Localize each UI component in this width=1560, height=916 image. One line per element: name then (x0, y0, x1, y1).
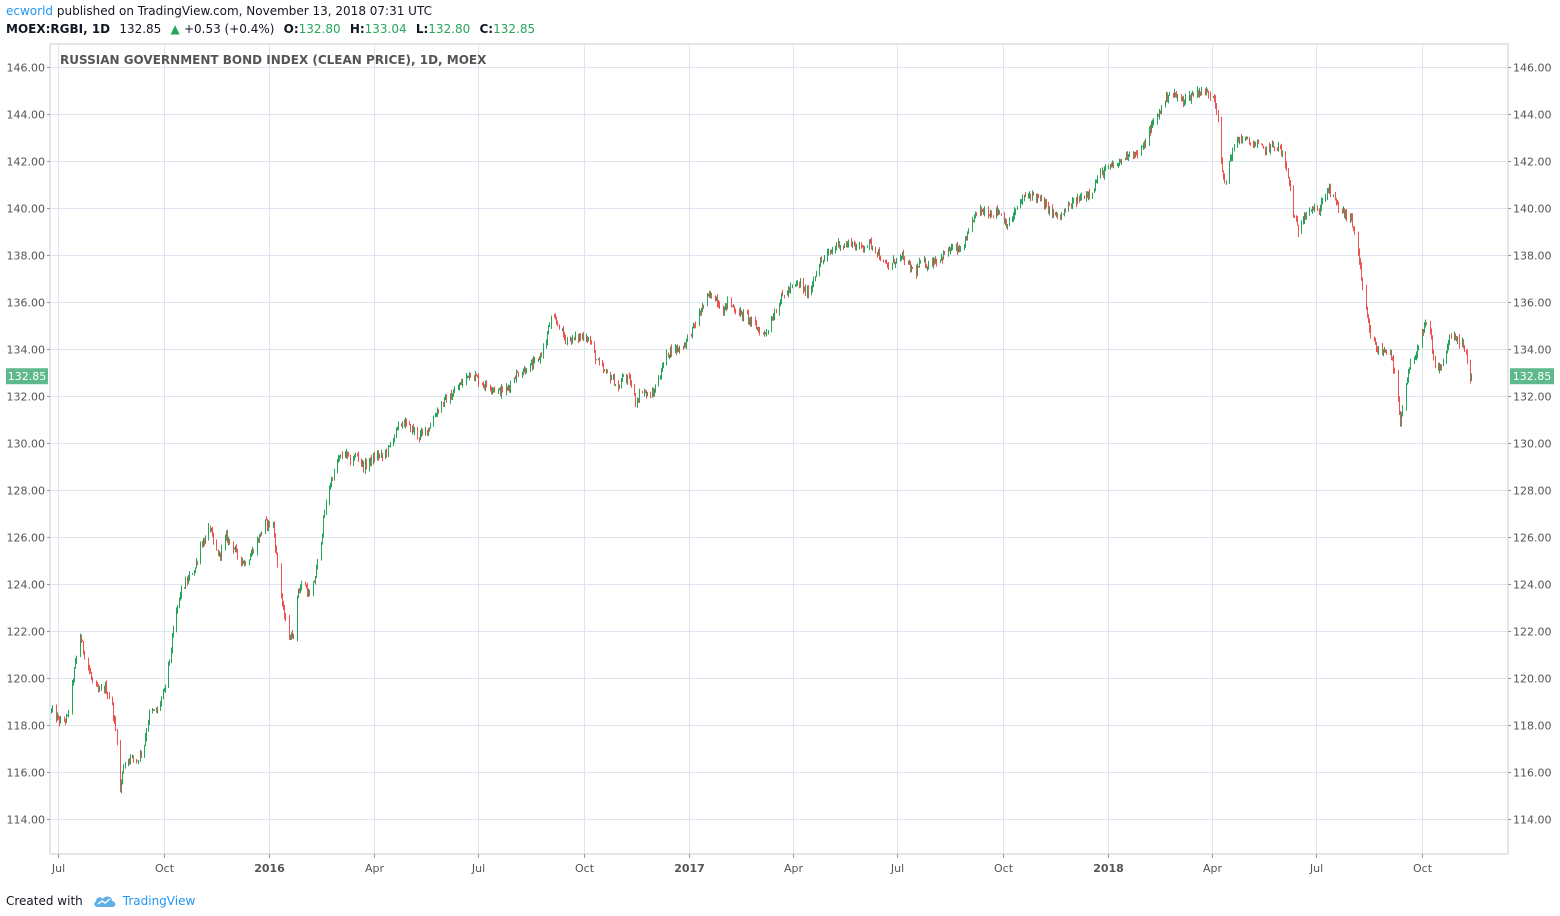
y-tick-label-left: 136.00 (7, 297, 46, 310)
x-tick-label: Oct (994, 862, 1014, 875)
y-tick-label-left: 120.00 (7, 673, 46, 686)
change-up-icon: ▲ (170, 22, 180, 36)
x-tick-label: Jul (51, 862, 65, 875)
y-tick-label-right: 132.00 (1513, 391, 1552, 404)
last-price-tag-left (6, 368, 48, 385)
y-tick-label-right: 138.00 (1513, 250, 1552, 263)
x-tick-label: Jul (1309, 862, 1323, 875)
chart-title: RUSSIAN GOVERNMENT BOND INDEX (CLEAN PRI… (60, 53, 487, 67)
y-tick-label-right: 144.00 (1513, 109, 1552, 122)
x-tick-label: 2018 (1093, 862, 1124, 875)
y-tick-label-right: 128.00 (1513, 485, 1552, 498)
price-chart[interactable]: 114.00 114.00 116.00 116.00 118.00 118.00 120.… (0, 40, 1560, 886)
plot-area (49, 43, 1509, 855)
last-price: 132.85 (119, 22, 162, 36)
quote-line: MOEX:RGBI, 1D 132.85 ▲ +0.53 (+0.4%) O:1… (6, 22, 535, 37)
y-tick-label-right: 116.00 (1513, 767, 1552, 780)
open-label: O: (283, 22, 299, 36)
price-change: +0.53 (+0.4%) (183, 22, 275, 36)
x-tick-label: Jul (471, 862, 485, 875)
y-tick-label-left: 128.00 (7, 485, 46, 498)
y-tick-label-left: 144.00 (7, 109, 46, 122)
y-tick-label-left: 114.00 (7, 814, 46, 827)
y-tick-label-right: 124.00 (1513, 579, 1552, 592)
published-text: published on TradingView.com, November 1… (56, 4, 432, 18)
x-tick-label: Jul (890, 862, 904, 875)
publish-info: ecworld published on TradingView.com, No… (6, 4, 432, 19)
y-tick-label-right: 142.00 (1513, 156, 1552, 169)
last-price-tag-right (1510, 368, 1554, 385)
y-tick-label-right: 114.00 (1513, 814, 1552, 827)
low-label: L: (415, 22, 429, 36)
last-price-label-left: 132.85 (8, 370, 47, 383)
x-tick-label: Apr (1203, 862, 1223, 875)
y-tick-label-right: 140.00 (1513, 203, 1552, 216)
x-tick-label: 2016 (254, 862, 285, 875)
close-value: 132.85 (493, 22, 536, 36)
x-tick-label: Oct (1413, 862, 1433, 875)
candles (51, 86, 1472, 794)
y-tick-label-left: 138.00 (7, 250, 46, 263)
y-tick-label-left: 130.00 (7, 438, 46, 451)
symbol-label: MOEX:RGBI, 1D (6, 22, 111, 36)
y-tick-label-left: 134.00 (7, 344, 46, 357)
y-tick-label-right: 122.00 (1513, 626, 1552, 639)
y-tick-label-right: 146.00 (1513, 62, 1552, 75)
y-tick-label-left: 116.00 (7, 767, 46, 780)
y-tick-label-right: 134.00 (1513, 344, 1552, 357)
y-tick-label-right: 120.00 (1513, 673, 1552, 686)
x-tick-label: Oct (575, 862, 595, 875)
tradingview-brand-link[interactable]: TradingView (122, 894, 196, 908)
last-price-label-right: 132.85 (1513, 370, 1552, 383)
y-tick-label-left: 126.00 (7, 532, 46, 545)
y-tick-label-right: 126.00 (1513, 532, 1552, 545)
footer: Created with TradingView (6, 894, 195, 908)
high-value: 133.04 (364, 22, 407, 36)
open-value: 132.80 (298, 22, 341, 36)
y-tick-label-left: 142.00 (7, 156, 46, 169)
y-tick-label-right: 118.00 (1513, 720, 1552, 733)
x-tick-label: Apr (365, 862, 385, 875)
y-tick-label-left: 146.00 (7, 62, 46, 75)
y-tick-label-left: 122.00 (7, 626, 46, 639)
y-tick-label-left: 118.00 (7, 720, 46, 733)
created-with-label: Created with (6, 894, 83, 908)
y-tick-label-right: 136.00 (1513, 297, 1552, 310)
y-tick-label-left: 124.00 (7, 579, 46, 592)
low-value: 132.80 (428, 22, 471, 36)
y-tick-label-right: 130.00 (1513, 438, 1552, 451)
author-link[interactable]: ecworld (6, 4, 54, 18)
y-tick-label-left: 140.00 (7, 203, 46, 216)
high-label: H: (349, 22, 365, 36)
x-tick-label: Apr (784, 862, 804, 875)
y-tick-label-left: 132.00 (7, 391, 46, 404)
close-label: C: (479, 22, 494, 36)
x-tick-label: 2017 (674, 862, 705, 875)
tradingview-cloud-icon (94, 896, 116, 907)
x-tick-label: Oct (155, 862, 175, 875)
